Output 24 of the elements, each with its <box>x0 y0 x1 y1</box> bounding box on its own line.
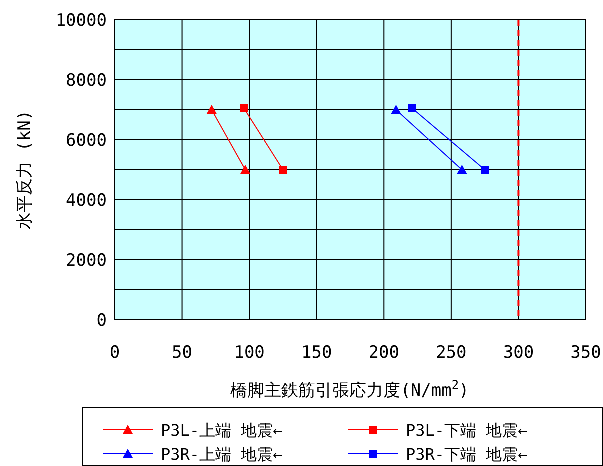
legend-label: P3R-上端 地震← <box>161 445 284 464</box>
x-tick-label: 100 <box>234 343 265 363</box>
legend-label: P3L-上端 地震← <box>161 421 284 440</box>
x-tick-label: 350 <box>570 343 602 363</box>
y-tick-label: 4000 <box>66 191 107 211</box>
x-tick-label: 0 <box>110 343 120 363</box>
point <box>279 166 288 174</box>
x-axis-title: 橋脚主鉄筋引張応力度(N/mm$^{2}$) <box>230 378 470 401</box>
legend-label: P3R-下端 地震← <box>406 445 528 464</box>
x-tick-label: 200 <box>368 343 400 363</box>
point <box>408 104 416 112</box>
point <box>481 166 490 174</box>
legend-label: P3L-下端 地震← <box>406 421 528 440</box>
y-axis-title: 水平反力 (kN) <box>15 110 35 230</box>
point <box>240 104 248 112</box>
y-tick-label: 8000 <box>66 71 107 91</box>
y-tick-label: 6000 <box>66 131 107 151</box>
y-tick-label: 0 <box>96 311 107 331</box>
y-tick-label: 10000 <box>56 11 107 31</box>
x-tick-label: 250 <box>436 343 467 363</box>
x-tick-label: 150 <box>302 343 332 363</box>
x-tick-label: 300 <box>503 343 534 363</box>
y-tick-label: 2000 <box>66 251 107 271</box>
x-tick-label: 50 <box>172 343 193 363</box>
